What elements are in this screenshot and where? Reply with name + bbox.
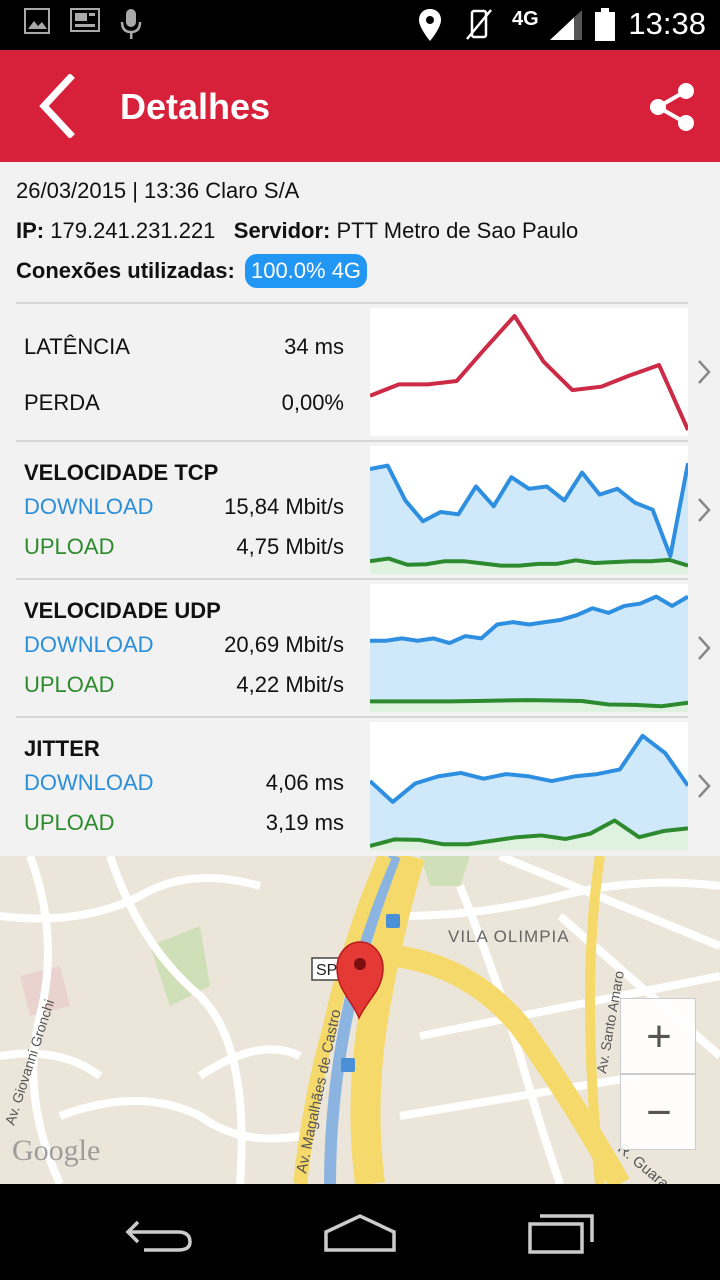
zoom-in-label: + (646, 1012, 672, 1061)
tcp-download-label: DOWNLOAD (24, 494, 154, 519)
zoom-out-label: − (646, 1088, 672, 1137)
tcp-title: VELOCIDADE TCP (24, 460, 219, 485)
recents-icon[interactable] (526, 1212, 596, 1254)
loss-value: 0,00% (281, 390, 344, 415)
map-canvas[interactable]: VILA OLIMPIA Av. Magalhães de Castro R. … (0, 856, 720, 1184)
upload-series-line (370, 698, 688, 709)
server-value: PTT Metro de Sao Paulo (336, 218, 579, 243)
google-logo: Google (12, 1134, 100, 1167)
datetime-operator: 26/03/2015 | 13:36 Claro S/A (16, 178, 300, 203)
jitter-download-label: DOWNLOAD (24, 770, 154, 795)
jitter-upload-value: 3,19 ms (265, 810, 344, 835)
zoom-in-button[interactable]: + (620, 998, 696, 1074)
jitter-sparkline (370, 722, 688, 850)
page-title: Detalhes (120, 86, 271, 127)
zoom-out-button[interactable]: − (620, 1074, 696, 1150)
ip-server-line: IP: 179.241.231.221 Servidor: PTT Metro … (16, 218, 578, 244)
signal-icon (550, 10, 582, 40)
tcp-upload-value: 4,75 Mbit/s (236, 534, 344, 559)
divider (16, 440, 688, 442)
server-label: Servidor: (233, 218, 331, 243)
upload-series-line (370, 818, 688, 848)
latency-value: 34 ms (284, 334, 344, 359)
map-park (150, 926, 210, 1006)
latency-row[interactable]: LATÊNCIA 34 ms PERDA 0,00% (16, 304, 720, 440)
divider (16, 578, 688, 580)
chevron-right-icon[interactable] (696, 496, 712, 524)
connections-label: Conexões utilizadas: (16, 258, 235, 283)
ip-label: IP: (16, 218, 45, 243)
udp-upload-value: 4,22 Mbit/s (236, 672, 344, 697)
upload-series-line (370, 556, 688, 568)
udp-download-value: 20,69 Mbit/s (224, 632, 344, 657)
app-bar: Detalhes (0, 50, 720, 162)
jitter-row[interactable]: JITTER DOWNLOAD 4,06 ms UPLOAD 3,19 ms (16, 718, 720, 854)
metro-icon (386, 914, 400, 928)
udp-title: VELOCIDADE UDP (24, 598, 221, 623)
mic-icon (120, 9, 142, 39)
chevron-right-icon[interactable] (696, 358, 712, 386)
status-time: 13:38 (628, 6, 706, 41)
divider (16, 716, 688, 718)
latency-label: LATÊNCIA (24, 334, 130, 359)
navigation-bar (0, 1184, 720, 1280)
route-badge-label: SP (316, 962, 337, 979)
upload-series-area (370, 820, 688, 850)
download-series-area (370, 735, 688, 850)
map-district-label: VILA OLIMPIA (448, 927, 570, 946)
status-bar: 4G 13:38 (0, 0, 720, 50)
tcp-speed-row[interactable]: VELOCIDADE TCP DOWNLOAD 15,84 Mbit/s UPL… (16, 442, 720, 578)
download-series-area (370, 463, 688, 574)
udp-speed-row[interactable]: VELOCIDADE UDP DOWNLOAD 20,69 Mbit/s UPL… (16, 580, 720, 716)
image-icon (24, 8, 50, 34)
download-series-area (370, 596, 688, 712)
network-type-label: 4G (512, 8, 539, 30)
location-icon (419, 9, 441, 41)
battery-icon (595, 8, 615, 41)
chevron-right-icon[interactable] (696, 634, 712, 662)
download-series-line (370, 462, 688, 559)
tcp-sparkline (370, 446, 688, 574)
download-series-line (370, 733, 688, 804)
map-view[interactable]: VILA OLIMPIA Av. Magalhães de Castro R. … (0, 856, 720, 1184)
jitter-download-value: 4,06 ms (265, 770, 344, 795)
map-highways (293, 856, 630, 1184)
udp-sparkline (370, 584, 688, 712)
ip-value: 179.241.231.221 (50, 218, 216, 243)
jitter-title: JITTER (24, 736, 100, 761)
connections-badge: 100.0% 4G (244, 254, 368, 288)
chevron-right-icon[interactable] (696, 772, 712, 800)
udp-download-label: DOWNLOAD (24, 632, 154, 657)
share-icon[interactable] (646, 82, 698, 132)
vibrate-off-icon (466, 9, 492, 40)
back-nav-icon[interactable] (124, 1214, 196, 1254)
latency-sparkline (370, 308, 688, 436)
home-icon[interactable] (322, 1212, 398, 1254)
map-pin-icon[interactable] (336, 941, 384, 1020)
metro-icon (341, 1058, 355, 1072)
back-chevron-icon[interactable] (30, 74, 90, 138)
cast-icon (70, 8, 100, 32)
udp-upload-label: UPLOAD (24, 672, 115, 697)
divider (16, 302, 688, 304)
tcp-upload-label: UPLOAD (24, 534, 115, 559)
loss-label: PERDA (24, 390, 100, 415)
download-series-line (370, 594, 688, 646)
map-park (420, 856, 470, 886)
connections-line: Conexões utilizadas: 100.0% 4G (16, 254, 368, 288)
latency-series-line (370, 314, 688, 431)
jitter-upload-label: UPLOAD (24, 810, 115, 835)
details-content: 26/03/2015 | 13:36 Claro S/A IP: 179.241… (0, 162, 720, 856)
tcp-download-value: 15,84 Mbit/s (224, 494, 344, 519)
